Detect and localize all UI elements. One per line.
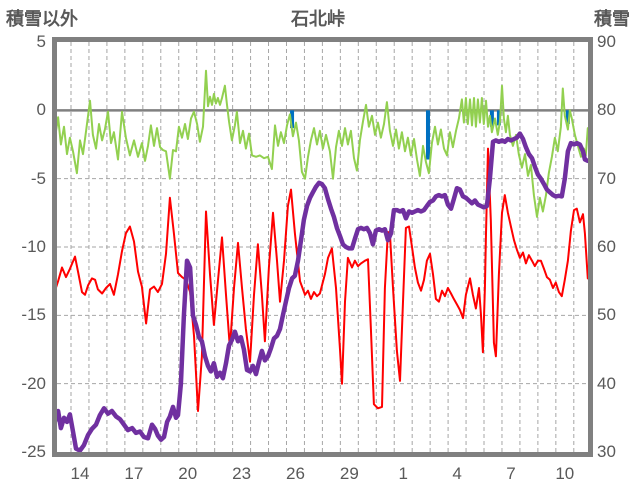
right-axis-tick-label: 30 xyxy=(597,442,616,461)
left-axis-tick-label: -20 xyxy=(21,373,46,393)
x-axis-tick-label: 14 xyxy=(70,464,90,483)
purple-snow-depth-line xyxy=(57,131,588,452)
x-axis-tick-label: 10 xyxy=(555,464,575,483)
left-axis-title: 積雪以外 xyxy=(6,9,78,29)
left-axis-tick-label: -25 xyxy=(21,442,46,461)
right-axis-tick-label: 90 xyxy=(597,32,616,51)
x-axis-tick-label: 4 xyxy=(452,464,462,483)
x-axis-tick-label: 7 xyxy=(506,464,516,483)
right-axis-tick-label: 70 xyxy=(597,168,616,188)
left-axis-tick-label: -5 xyxy=(30,168,46,188)
precip-bar xyxy=(425,110,430,160)
left-axis-tick-label: 5 xyxy=(36,32,46,51)
right-axis-tick-label: 80 xyxy=(597,100,616,120)
right-axis-tick-label: 40 xyxy=(597,373,616,393)
precip-bar xyxy=(290,110,295,129)
left-axis-tick-label: -15 xyxy=(21,305,46,325)
left-axis-tick-label: -10 xyxy=(21,237,46,256)
x-axis-tick-label: 17 xyxy=(124,464,144,483)
plot-area xyxy=(52,37,593,457)
x-axis-tick-label: 23 xyxy=(232,464,252,483)
green-line xyxy=(57,69,588,218)
x-axis-tick-label: 29 xyxy=(339,464,359,483)
right-axis-tick-label: 60 xyxy=(597,237,616,256)
chart-title: 石北峠 xyxy=(291,9,345,29)
precip-bar xyxy=(565,110,570,124)
right-axis-title: 積雪 xyxy=(594,9,630,29)
x-axis-tick-label: 1 xyxy=(398,464,408,483)
x-axis-tick-label: 26 xyxy=(285,464,305,483)
precip-bar xyxy=(496,110,501,126)
x-axis-tick-label: 20 xyxy=(178,464,198,483)
plot-canvas xyxy=(57,42,588,452)
left-axis-tick-label: 0 xyxy=(36,100,46,120)
red-line xyxy=(57,147,588,412)
right-axis-tick-label: 50 xyxy=(597,305,616,325)
precip-bar xyxy=(489,110,494,127)
